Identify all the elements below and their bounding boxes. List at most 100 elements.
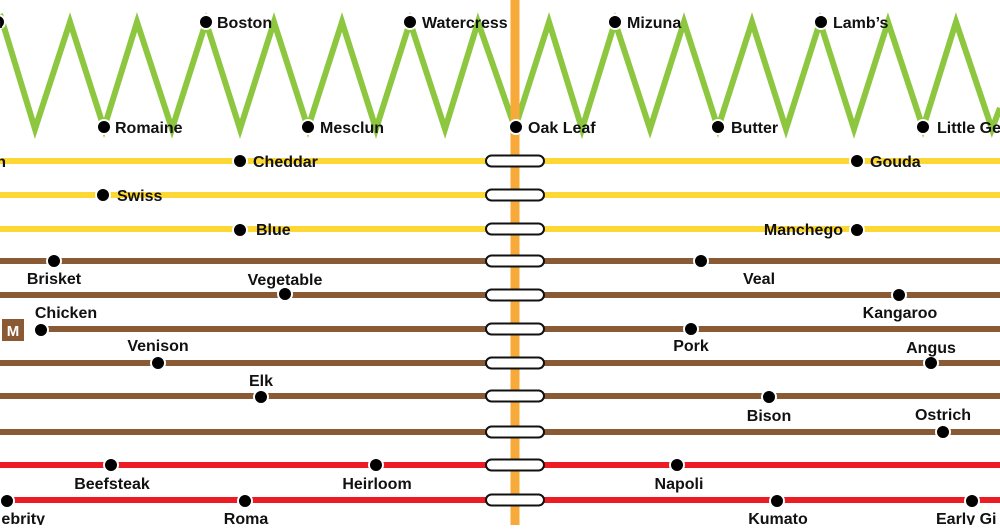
station-label: Oak Leaf (528, 120, 596, 137)
station-napoli: Napoli (655, 457, 704, 493)
metro-marker-box (2, 319, 24, 341)
station-dot (368, 457, 384, 473)
station-romaine: Romaine (96, 119, 183, 137)
station-label: Manchego (764, 222, 843, 239)
station-dot (96, 119, 112, 135)
station-dot (769, 493, 785, 509)
station-dot (683, 321, 699, 337)
station-little-ge: Little Ge (915, 119, 1000, 137)
station-venison: Venison (127, 338, 189, 371)
station-label: Swiss (117, 188, 162, 205)
station-label: Kangaroo (863, 305, 938, 322)
station-dot (0, 14, 6, 30)
transfer-connector-10 (485, 458, 545, 472)
station-gouda: Gouda (849, 153, 921, 171)
transfer-connector-6 (485, 322, 545, 336)
station-dot (232, 222, 248, 238)
station-chicken: Chicken (33, 305, 97, 338)
station-dot (693, 253, 709, 269)
station-dot (935, 424, 951, 440)
station-dot (891, 287, 907, 303)
station-veal: Veal (693, 253, 775, 288)
station-label: Roma (224, 511, 269, 525)
transfer-connector-2 (485, 188, 545, 202)
station-dot (232, 153, 248, 169)
station-label: Mizuna (627, 15, 681, 32)
station-dot (198, 14, 214, 30)
station-label: a (0, 15, 2, 32)
station-heirloom: Heirloom (342, 457, 412, 493)
station-early-gi: Early Gi (936, 493, 996, 528)
station-vegetable: Vegetable (248, 272, 323, 302)
station-dot (813, 14, 829, 30)
station-oak-leaf: Oak Leaf (508, 119, 596, 137)
station-dot (607, 14, 623, 30)
station-dot (95, 187, 111, 203)
transfer-connector-4 (485, 254, 545, 268)
station-label: Angus (906, 340, 956, 357)
station-dot (761, 389, 777, 405)
station-label: Venison (127, 338, 188, 355)
station-dot (103, 457, 119, 473)
station-n: n (0, 154, 6, 171)
transfer-connector-1 (485, 154, 545, 168)
station-ostrich: Ostrich (915, 407, 971, 440)
station-label: Chicken (35, 305, 97, 322)
station-label: Elk (249, 373, 273, 390)
station-label: Lamb’s (833, 15, 889, 32)
station-label: n (0, 154, 6, 171)
stations: a Boston Watercress Mizuna Lamb’s Romaine Mesc… (0, 14, 1000, 528)
transfer-connectors (485, 154, 545, 507)
station-label: Napoli (655, 476, 704, 493)
station-bison: Bison (747, 389, 791, 425)
station-label: Veal (743, 271, 775, 288)
station-label: Ostrich (915, 407, 971, 424)
station-ebrity: ebrity (0, 493, 45, 528)
station-angus: Angus (906, 340, 956, 371)
transfer-connector-5 (485, 288, 545, 302)
transfer-connector-3 (485, 222, 545, 236)
station-dot (277, 286, 293, 302)
station-elk: Elk (249, 373, 273, 405)
station-kangaroo: Kangaroo (863, 287, 938, 322)
station-boston: Boston (198, 14, 272, 32)
transfer-connector-8 (485, 389, 545, 403)
station-blue: Blue (232, 222, 291, 239)
metro-marker-label: M (7, 323, 20, 340)
transfer-connector-11 (485, 493, 545, 507)
station-dot (253, 389, 269, 405)
station-label: Early Gi (936, 511, 996, 525)
station-dot (669, 457, 685, 473)
station-dot (300, 119, 316, 135)
station-lamb-s: Lamb’s (813, 14, 889, 32)
station-beefsteak: Beefsteak (74, 457, 150, 493)
station-dot (508, 119, 524, 135)
station-watercress: Watercress (402, 14, 508, 32)
transfer-connector-9 (485, 425, 545, 439)
station-dot (150, 355, 166, 371)
station-label: Vegetable (248, 272, 323, 289)
station-label: Blue (256, 222, 291, 239)
station-label: Heirloom (342, 476, 411, 493)
station-label: Kumato (748, 511, 808, 525)
station-label: Romaine (115, 120, 183, 137)
station-label: Boston (217, 15, 272, 32)
station-label: Beefsteak (74, 476, 150, 493)
station-mizuna: Mizuna (607, 14, 681, 32)
station-label: Butter (731, 120, 778, 137)
station-label: Cheddar (253, 154, 318, 171)
station-label: Brisket (27, 271, 82, 288)
station-butter: Butter (710, 119, 778, 137)
station-dot (710, 119, 726, 135)
station-dot (33, 322, 49, 338)
station-dot (849, 222, 865, 238)
station-label: Gouda (870, 154, 921, 171)
station-swiss: Swiss (95, 187, 162, 205)
station-dot (402, 14, 418, 30)
station-dot (849, 153, 865, 169)
station-roma: Roma (224, 493, 269, 528)
station-dot (237, 493, 253, 509)
station-dot (923, 355, 939, 371)
